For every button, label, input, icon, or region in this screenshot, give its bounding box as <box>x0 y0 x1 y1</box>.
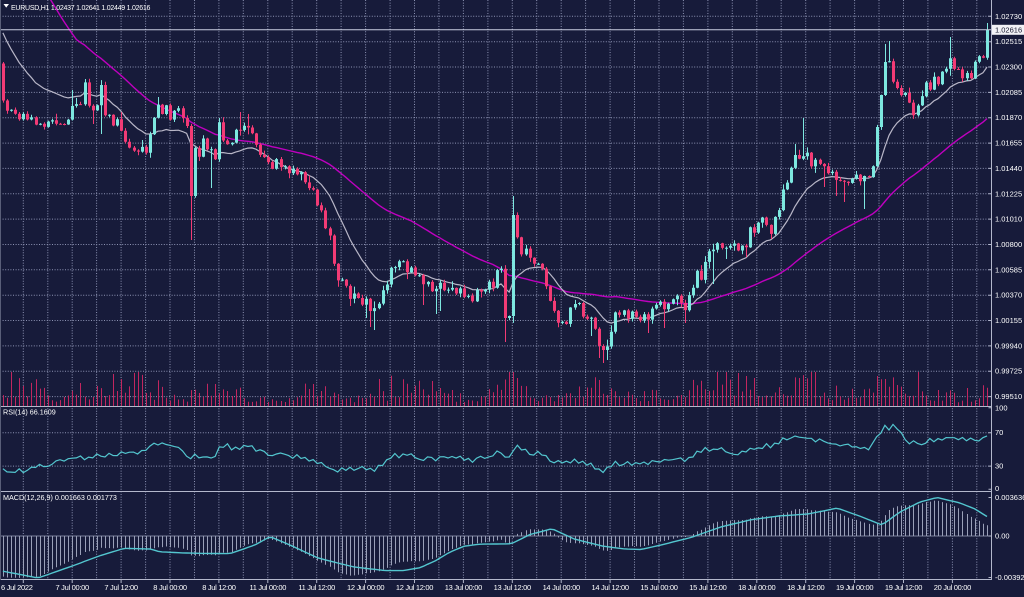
svg-text:14 Jul 12:00: 14 Jul 12:00 <box>591 583 628 592</box>
svg-text:19 Jul 00:00: 19 Jul 00:00 <box>836 583 873 592</box>
svg-text:1.02085: 1.02085 <box>995 88 1022 97</box>
svg-text:0.99510: 0.99510 <box>995 392 1022 401</box>
svg-text:70: 70 <box>995 428 1003 437</box>
svg-text:8 Jul 12:00: 8 Jul 12:00 <box>202 583 236 592</box>
svg-text:100: 100 <box>995 403 1008 412</box>
svg-text:6 Jul 2022: 6 Jul 2022 <box>1 583 33 592</box>
svg-text:13 Jul 00:00: 13 Jul 00:00 <box>445 583 482 592</box>
svg-text:1.02730: 1.02730 <box>995 12 1022 21</box>
svg-text:18 Jul 00:00: 18 Jul 00:00 <box>738 583 775 592</box>
svg-text:11 Jul 12:00: 11 Jul 12:00 <box>298 583 335 592</box>
svg-text:15 Jul 00:00: 15 Jul 00:00 <box>640 583 677 592</box>
svg-text:1.01870: 1.01870 <box>995 113 1022 122</box>
svg-text:MACD(12,26,9) 0.001663 0.00177: MACD(12,26,9) 0.001663 0.001773 <box>3 493 117 502</box>
svg-text:11 Jul 00:00: 11 Jul 00:00 <box>249 583 286 592</box>
svg-text:1.02300: 1.02300 <box>995 63 1022 72</box>
svg-text:0.99725: 0.99725 <box>995 367 1022 376</box>
svg-text:RSI(14) 66.1609: RSI(14) 66.1609 <box>3 408 56 417</box>
svg-text:1.00155: 1.00155 <box>995 316 1022 325</box>
svg-text:7 Jul 12:00: 7 Jul 12:00 <box>104 583 138 592</box>
svg-text:0.003636: 0.003636 <box>995 493 1024 502</box>
svg-text:1.01440: 1.01440 <box>995 164 1022 173</box>
svg-text:30: 30 <box>995 462 1003 471</box>
svg-text:18 Jul 12:00: 18 Jul 12:00 <box>787 583 824 592</box>
svg-text:1.00370: 1.00370 <box>995 291 1022 300</box>
svg-text:13 Jul 12:00: 13 Jul 12:00 <box>494 583 531 592</box>
svg-text:1.00585: 1.00585 <box>995 265 1022 274</box>
svg-text:14 Jul 00:00: 14 Jul 00:00 <box>543 583 580 592</box>
svg-text:7 Jul 00:00: 7 Jul 00:00 <box>55 583 89 592</box>
svg-text:12 Jul 12:00: 12 Jul 12:00 <box>396 583 433 592</box>
svg-text:1.02616: 1.02616 <box>995 25 1022 34</box>
svg-text:20 Jul 00:00: 20 Jul 00:00 <box>934 583 971 592</box>
svg-text:12 Jul 00:00: 12 Jul 00:00 <box>347 583 384 592</box>
svg-text:0.00: 0.00 <box>995 532 1010 541</box>
svg-text:1.00800: 1.00800 <box>995 240 1022 249</box>
svg-text:19 Jul 12:00: 19 Jul 12:00 <box>885 583 922 592</box>
svg-text:1.01655: 1.01655 <box>995 139 1022 148</box>
svg-text:1.01010: 1.01010 <box>995 215 1022 224</box>
svg-text:0: 0 <box>995 484 999 493</box>
svg-text:1.02515: 1.02515 <box>995 37 1022 46</box>
svg-text:15 Jul 12:00: 15 Jul 12:00 <box>689 583 726 592</box>
svg-text:-0.003922: -0.003922 <box>995 573 1024 582</box>
svg-text:8 Jul 00:00: 8 Jul 00:00 <box>153 583 187 592</box>
svg-text:0.99940: 0.99940 <box>995 341 1022 350</box>
svg-text:EURUSD,H1 1.02437 1.02641 1.0: EURUSD,H1 1.02437 1.02641 1.02449 1.0261… <box>11 5 151 12</box>
svg-text:1.01225: 1.01225 <box>995 189 1022 198</box>
